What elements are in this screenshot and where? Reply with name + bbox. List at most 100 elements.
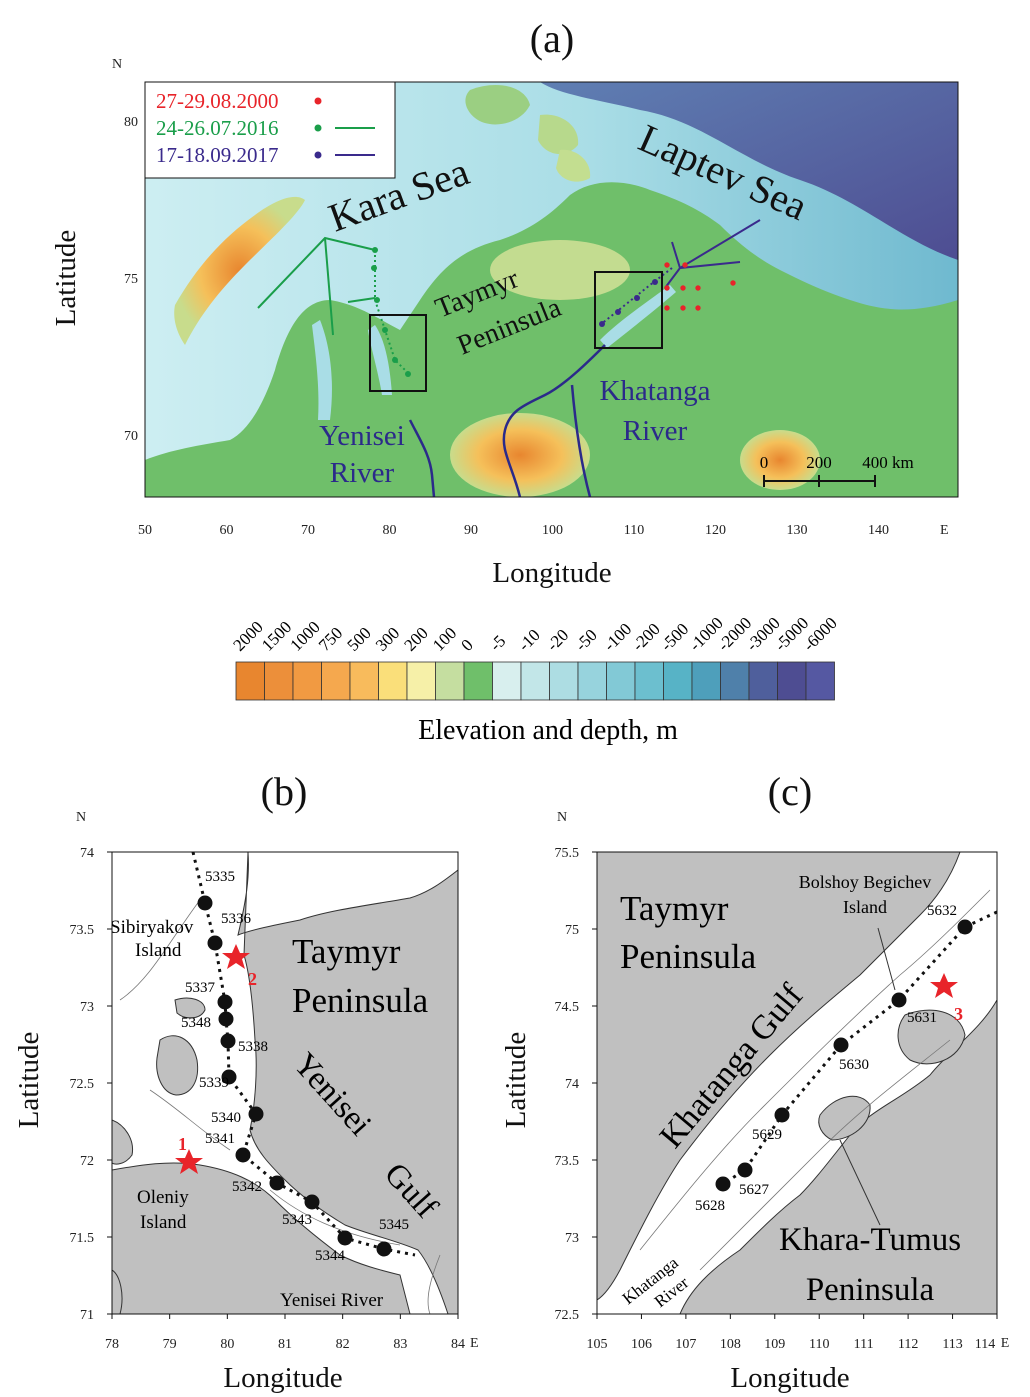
colorbar-swatch (634, 661, 664, 701)
panel-b-map: 5335 5336 5337 5348 5338 5339 5340 5341 5342 5343… (110, 852, 458, 1314)
lat-tick-b: 73 (80, 1000, 94, 1015)
label-khara-tumus: Khara-Tumus (779, 1222, 961, 1258)
lon-tick-b: 78 (105, 1337, 119, 1352)
colorbar-swatch (349, 661, 379, 701)
colorbar-swatch (378, 661, 408, 701)
lat-tick-c: 72.5 (555, 1308, 580, 1323)
colorbar-swatch (235, 661, 265, 701)
lon-tick-a-110: 110 (624, 523, 644, 538)
stations-2000 (664, 262, 736, 311)
label-bolshoy: Bolshoy Begichev (799, 872, 932, 892)
transect-2017 (599, 219, 761, 327)
label-sibiryakov: Sibiryakov (110, 917, 194, 938)
lon-tick-a-90: 90 (464, 523, 478, 538)
lon-tick-b: 82 (336, 1337, 350, 1352)
station-marker-5343 (304, 1194, 320, 1210)
mainland (145, 182, 958, 497)
deep-basin (540, 82, 958, 260)
scale-0: 0 (760, 453, 769, 472)
lon-tick-b: 84 (451, 1337, 465, 1352)
colorbar-swatch (549, 661, 579, 701)
transect-2016 (257, 236, 411, 377)
star-1-label: 1 (178, 1134, 187, 1154)
station-label-5345: 5345 (379, 1217, 409, 1233)
station-marker-5338 (220, 1033, 236, 1049)
lon-tick-a-130: 130 (787, 523, 808, 538)
leader-bolshoy (877, 927, 896, 991)
colorbar-label: -500 (657, 619, 692, 654)
colorbar-swatch (805, 661, 835, 701)
colorbar-label: 1000 (286, 617, 323, 654)
station-marker-5632 (957, 919, 973, 935)
lon-tick-c: 113 (942, 1337, 962, 1352)
scale-400: 400 km (862, 453, 913, 472)
panel-c-map: 5632 5631 5630 5629 5627 5628 3 Taymyr Penins… (597, 852, 997, 1314)
khara-tumus-land (679, 998, 997, 1314)
colorbar-label: 1500 (258, 617, 295, 654)
colorbar-label: -50 (571, 625, 600, 654)
lat-tick-c: 75.5 (555, 846, 580, 861)
leader-khara-tumus (839, 1139, 881, 1226)
colorbar-label: 100 (429, 623, 460, 654)
panel-c-tag: (c) (768, 769, 812, 814)
station-label-5628: 5628 (695, 1198, 725, 1214)
legend-2000: 27-29.08.2000 (156, 89, 279, 113)
east-c: E (1001, 1336, 1010, 1351)
colorbar-swatch (463, 661, 493, 701)
inset-box-b (369, 314, 427, 392)
station-marker-5342 (269, 1175, 285, 1191)
colorbar-swatch (577, 661, 607, 701)
ylabel-c: Latitude (500, 1032, 532, 1129)
label-peninsula-c: Peninsula (620, 937, 757, 976)
colorbar-swatch (264, 661, 294, 701)
colorbar-label: 300 (372, 623, 403, 654)
taymyr-land-c (597, 852, 961, 1301)
lat-tick-b: 74 (80, 846, 94, 861)
island-severnaya-2 (538, 114, 579, 155)
station-label-5631: 5631 (907, 1010, 937, 1026)
panel-b-tag: (b) (261, 769, 308, 814)
lon-tick-a-100: 100 (542, 523, 563, 538)
lat-tick-a-80: 80 (124, 115, 138, 130)
taymyr-land-b (237, 852, 458, 1314)
station-marker-5348 (218, 1011, 234, 1027)
ylabel-b: Latitude (13, 1032, 45, 1129)
label-yenisei-river-b: Yenisei River (280, 1290, 384, 1311)
station-label-5339: 5339 (199, 1075, 229, 1091)
colorbar-swatch (406, 661, 436, 701)
lon-tick-a-120: 120 (705, 523, 726, 538)
colorbar-label: -6000 (799, 613, 840, 654)
station-label-5627: 5627 (739, 1182, 770, 1198)
lat-tick-c: 73.5 (555, 1154, 580, 1169)
legend: 27-29.08.2000 24-26.07.2016 17-18.09.201… (144, 81, 396, 179)
label-khatanga: Khatanga (599, 375, 710, 407)
station-marker-5629 (774, 1107, 790, 1123)
bolshoy-begichev-island (897, 1009, 966, 1065)
lon-tick-c: 108 (720, 1337, 741, 1352)
lon-tick-c: 114 (975, 1337, 995, 1352)
north-b: N (76, 810, 86, 825)
panel-a-map: Kara Sea Laptev Sea Taymyr Peninsula Kha… (145, 82, 958, 497)
lon-ticks-b: 78 79 80 81 82 83 84 (105, 1314, 465, 1352)
khatanga-river-line (502, 344, 606, 497)
star-2 (222, 944, 250, 969)
kotuy-river-line (570, 384, 592, 497)
lat-tick-b: 71.5 (70, 1231, 95, 1246)
station-marker-5344 (337, 1230, 353, 1246)
lon-ticks-c: 105 106 107 108 109 110 111 112 113 114 (587, 1314, 998, 1352)
colorbar-swatch (520, 661, 550, 701)
panel-a-frame (144, 81, 959, 498)
lat-ticks-c: 75.5 75 74.5 74 73.5 73 72.5 (555, 846, 597, 1323)
lon-tick-a-60: 60 (220, 523, 234, 538)
lon-tick-a-70: 70 (301, 523, 315, 538)
ob-gulf-a (312, 320, 332, 420)
station-label-5337: 5337 (185, 980, 216, 996)
southwest-land-b (112, 1269, 123, 1314)
label-island-b1: Island (135, 940, 182, 961)
colorbar-label: -10 (514, 625, 543, 654)
label-yenisei-river: River (330, 457, 395, 489)
station-marker-5341 (235, 1147, 251, 1163)
station-label-5632: 5632 (927, 903, 957, 919)
label-peninsula-c2: Peninsula (806, 1272, 935, 1308)
